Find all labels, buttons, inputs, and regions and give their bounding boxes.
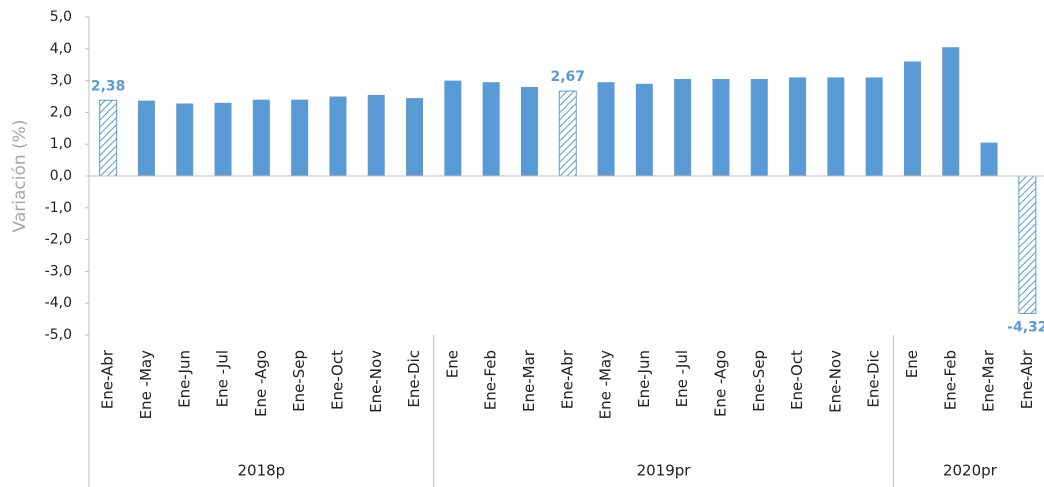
x-tick-label: Ene-Mar: [980, 349, 998, 412]
x-tick-label: Ene-Mar: [520, 349, 538, 412]
bar: [252, 99, 270, 176]
bar: [176, 103, 194, 176]
bar: [367, 94, 385, 176]
bar: [214, 102, 232, 176]
bar: [942, 47, 960, 177]
x-tick-label: Ene -May: [597, 350, 615, 420]
bar: [444, 80, 462, 176]
x-tick-label: Ene-Dic: [405, 350, 423, 408]
bar: [597, 82, 615, 176]
bar: [865, 77, 883, 176]
data-label: -4,32: [1007, 319, 1044, 335]
x-tick-label: Ene-Oct: [328, 350, 346, 410]
x-tick-label: Ene-Nov: [826, 350, 844, 413]
group-label: 2020pr: [943, 462, 998, 480]
x-tick-label: Ene -Jul: [673, 350, 691, 407]
y-axis-label: Variación (%): [10, 120, 30, 233]
x-tick-label: Ene-Nov: [367, 350, 385, 413]
x-tick-label: Ene -Ago: [252, 350, 270, 417]
x-tick-label: Ene: [903, 350, 921, 378]
y-tick-label: -1,0: [45, 200, 72, 216]
y-tick-label: -4,0: [45, 295, 72, 311]
y-tick-label: 4,0: [50, 41, 72, 57]
bar: [635, 83, 653, 176]
x-tick-label: Ene-Oct: [788, 350, 806, 410]
x-tick-label: Ene-Sep: [750, 350, 768, 412]
x-tick-label: Ene -Ago: [711, 350, 729, 417]
bar: [137, 100, 155, 176]
x-tick-label: Ene-Sep: [290, 350, 308, 412]
y-tick-label: 5,0: [50, 9, 72, 25]
y-tick-label: 0,0: [50, 168, 72, 184]
bar: [712, 79, 730, 176]
y-tick-label: 3,0: [50, 73, 72, 89]
data-label: 2,67: [550, 69, 585, 85]
y-tick-label: 1,0: [50, 136, 72, 152]
bar: [750, 79, 768, 176]
x-tick-label: Ene: [443, 350, 461, 378]
bar: [482, 82, 500, 176]
bar: [827, 77, 845, 176]
bar: [291, 99, 309, 176]
x-tick-label: Ene -May: [137, 350, 155, 420]
x-tick-label: Ene-Jun: [175, 350, 193, 408]
bar: [980, 142, 998, 176]
bar: [1018, 175, 1037, 314]
y-tick-label: -5,0: [45, 327, 72, 343]
bar: [406, 98, 424, 176]
y-tick-label: 2,0: [50, 104, 72, 120]
x-tick-label: Ene-Abr: [558, 349, 576, 409]
bar: [99, 99, 118, 177]
x-tick-label: Ene-Jun: [635, 350, 653, 408]
x-tick-label: Ene-Abr: [99, 349, 117, 409]
bar: [674, 79, 692, 176]
data-label: 2,38: [91, 78, 126, 94]
x-tick-label: Ene-Abr: [1018, 349, 1036, 409]
group-label: 2018p: [237, 462, 285, 480]
bar: [789, 77, 807, 176]
x-tick-label: Ene-Dic: [865, 350, 883, 408]
group-label: 2019pr: [637, 462, 692, 480]
y-tick-label: -3,0: [45, 263, 72, 279]
bar: [903, 61, 921, 176]
bar: [520, 86, 538, 176]
bar: [558, 90, 577, 177]
x-tick-label: Ene -Jul: [214, 350, 232, 407]
bar: [329, 96, 347, 176]
x-tick-label: Ene-Feb: [941, 350, 959, 410]
x-tick-label: Ene-Feb: [482, 350, 500, 410]
y-tick-label: -2,0: [45, 232, 72, 248]
